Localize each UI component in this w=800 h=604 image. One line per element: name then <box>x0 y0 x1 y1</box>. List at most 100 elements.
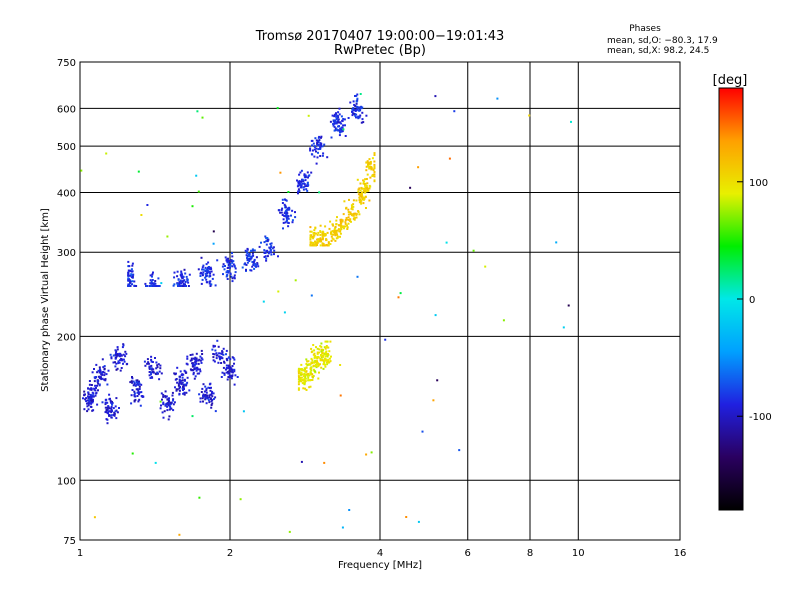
data-point <box>150 373 152 376</box>
data-point <box>365 161 368 164</box>
data-point <box>309 371 312 374</box>
data-point <box>191 205 194 208</box>
data-point <box>182 275 185 278</box>
data-point <box>285 217 288 220</box>
data-point <box>122 343 125 346</box>
data-point <box>332 124 335 127</box>
data-point <box>312 368 315 371</box>
data-point <box>178 392 181 395</box>
data-point <box>335 219 338 222</box>
data-point <box>205 278 208 281</box>
data-point <box>324 365 327 368</box>
data-point <box>324 351 327 354</box>
data-point <box>86 410 89 413</box>
data-point <box>305 370 308 373</box>
data-point <box>191 415 194 418</box>
data-point <box>311 244 314 247</box>
data-point <box>373 165 376 168</box>
data-point <box>373 173 376 176</box>
data-point <box>297 192 299 195</box>
data-point <box>270 251 273 254</box>
data-point <box>316 347 319 350</box>
data-point <box>251 265 254 268</box>
data-point <box>195 357 198 360</box>
data-point <box>285 210 288 212</box>
data-point <box>370 168 373 171</box>
data-point <box>364 182 367 185</box>
data-point <box>322 359 324 362</box>
data-point <box>95 391 98 394</box>
data-point <box>297 374 300 377</box>
data-point <box>299 184 302 187</box>
data-point <box>245 263 248 266</box>
data-point <box>204 396 207 399</box>
data-point <box>252 254 255 257</box>
data-point <box>303 378 306 381</box>
data-point <box>434 95 437 98</box>
data-point <box>221 350 224 353</box>
data-point <box>330 233 333 236</box>
data-point <box>305 188 308 191</box>
y-tick-label: 200 <box>57 332 76 343</box>
data-point <box>105 401 108 404</box>
data-point <box>208 267 211 270</box>
data-point <box>286 216 289 219</box>
data-point <box>245 268 247 271</box>
data-point <box>266 240 269 243</box>
data-point <box>366 165 369 168</box>
data-point <box>296 185 299 188</box>
data-point <box>222 366 225 369</box>
data-point <box>210 386 212 389</box>
data-point <box>373 152 376 155</box>
data-point <box>324 363 327 366</box>
data-point <box>109 399 112 402</box>
data-point <box>300 363 303 366</box>
data-point <box>207 396 210 399</box>
data-point <box>350 220 352 223</box>
data-point <box>312 237 315 240</box>
data-point <box>144 364 147 367</box>
data-point <box>311 373 314 376</box>
data-point <box>91 401 94 404</box>
data-point <box>305 373 308 376</box>
data-point <box>127 285 130 287</box>
data-point <box>263 256 266 258</box>
data-point <box>281 202 284 204</box>
y-tick-label: 75 <box>63 536 76 547</box>
data-point <box>397 296 400 299</box>
data-point <box>168 408 171 411</box>
data-point <box>166 402 169 404</box>
data-point <box>228 263 231 266</box>
data-point <box>320 359 323 362</box>
data-point <box>313 155 316 158</box>
data-point <box>107 406 110 409</box>
data-point <box>167 400 170 403</box>
data-point <box>131 377 134 380</box>
data-point <box>567 304 570 307</box>
data-point <box>312 375 315 377</box>
data-point <box>366 182 369 185</box>
data-point <box>336 233 339 236</box>
data-point <box>325 345 328 347</box>
data-point <box>358 106 361 109</box>
data-point <box>336 121 339 124</box>
data-point <box>224 265 226 267</box>
data-point <box>258 245 261 248</box>
data-point <box>130 394 133 397</box>
data-point <box>341 226 344 228</box>
data-point <box>179 381 182 384</box>
data-point <box>103 367 106 370</box>
data-point <box>294 211 296 214</box>
data-point <box>199 359 202 362</box>
data-point <box>112 414 115 416</box>
data-point <box>356 275 359 278</box>
data-point <box>176 282 179 285</box>
data-point <box>266 237 269 239</box>
data-point <box>209 389 212 392</box>
data-point <box>368 167 371 170</box>
data-point <box>318 348 321 351</box>
data-point <box>327 358 330 361</box>
data-point <box>336 235 339 238</box>
data-point <box>300 169 303 172</box>
data-point <box>316 238 319 241</box>
